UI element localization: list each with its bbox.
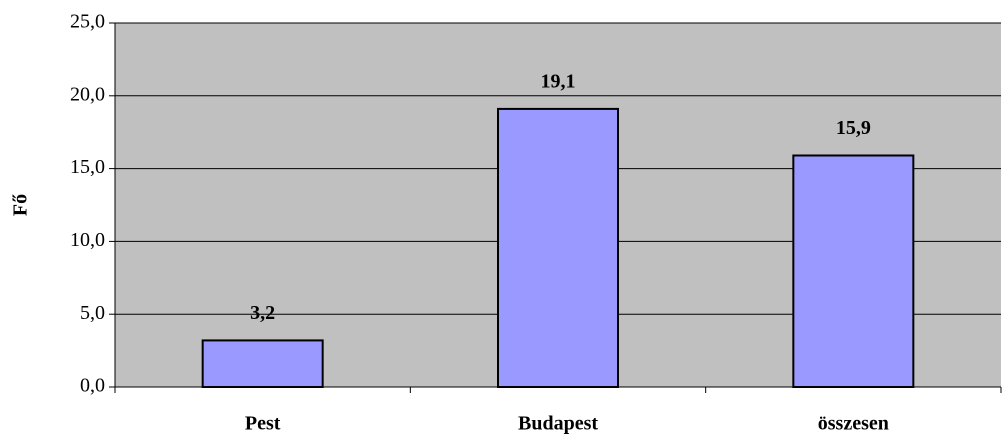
bar [497,107,619,389]
y-tick-label: 20,0 [70,83,105,105]
y-tick-label: 25,0 [70,11,105,33]
x-tick-label: összesen [818,413,889,435]
y-tick-label: 0,0 [80,375,105,397]
value-label: 15,9 [836,117,871,139]
bar [792,154,915,388]
x-tick-label: Pest [245,413,281,435]
y-tick-label: 10,0 [70,229,105,251]
value-label: 3,2 [250,302,275,324]
y-tick-label: 15,0 [70,156,105,178]
value-label: 19,1 [541,70,576,92]
y-axis-label: Fő [10,194,32,216]
x-tick-label: Budapest [518,413,598,435]
y-tick-label: 5,0 [80,302,105,324]
bar [201,339,324,388]
